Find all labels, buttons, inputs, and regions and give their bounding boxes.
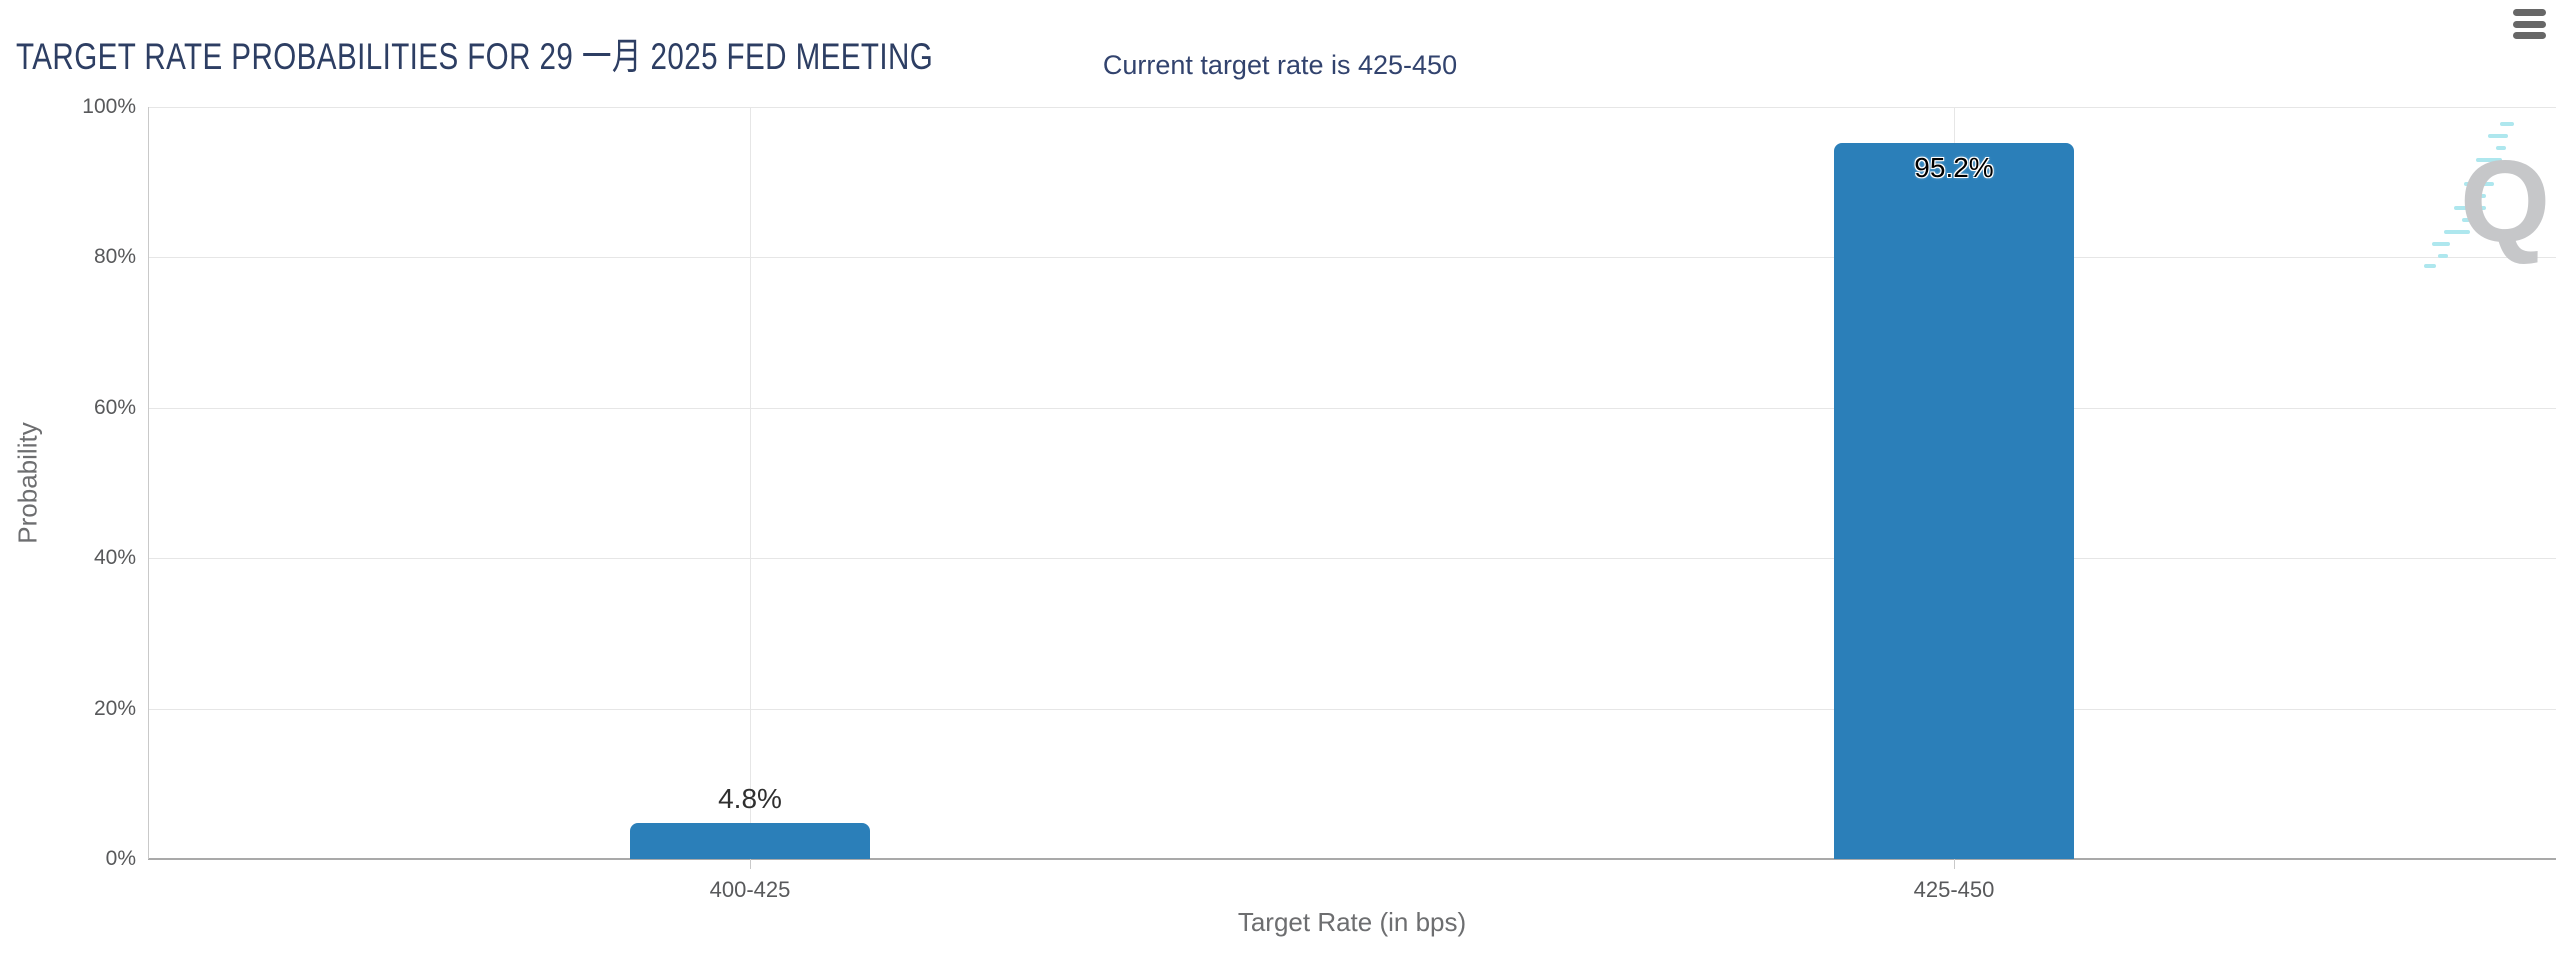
chart-subtitle: Current target rate is 425-450 — [1102, 50, 1458, 80]
x-tick-mark — [1954, 859, 1955, 869]
hamburger-bar — [2513, 32, 2546, 39]
x-tick-label: 400-425 — [709, 877, 791, 902]
y-tick-label: 40% — [93, 546, 136, 570]
chart-title: TARGET RATE PROBABILITIES FOR 29 一月 2025… — [16, 35, 934, 77]
y-tick-label: 60% — [93, 395, 136, 419]
y-tick-label: 80% — [93, 245, 136, 269]
x-axis-title: Target Rate (in bps) — [1237, 907, 1467, 937]
x-tick-mark — [750, 859, 751, 869]
bar-400-425[interactable] — [630, 822, 870, 859]
bar-value-label: 95.2% — [1914, 152, 1994, 184]
x-tick-label: 425-450 — [1913, 877, 1995, 902]
bar-value-label: 4.8% — [718, 782, 782, 814]
y-tick-label: 0% — [105, 847, 136, 870]
x-axis-line — [148, 858, 2556, 860]
category-gridline-400-425 — [750, 107, 751, 859]
y-gridline-100 — [148, 107, 2556, 108]
y-gridline-20 — [148, 708, 2556, 710]
y-gridline-40 — [148, 558, 2556, 560]
y-tick-label: 20% — [93, 696, 136, 720]
hamburger-menu-icon[interactable] — [2513, 9, 2546, 39]
y-axis-title: Probability — [12, 422, 43, 544]
y-tick-label: 100% — [82, 95, 136, 118]
plot-area: 0% 20% 40% 60% 80% 100% 4.8% 400-425 95.2% 425-45… — [82, 95, 2556, 902]
y-gridline-80 — [148, 257, 2556, 259]
hamburger-bar — [2513, 9, 2546, 16]
y-axis-line — [148, 107, 149, 859]
hamburger-bar — [2513, 20, 2546, 28]
bar-425-450[interactable] — [1834, 143, 2074, 859]
y-gridline-60 — [148, 407, 2556, 409]
